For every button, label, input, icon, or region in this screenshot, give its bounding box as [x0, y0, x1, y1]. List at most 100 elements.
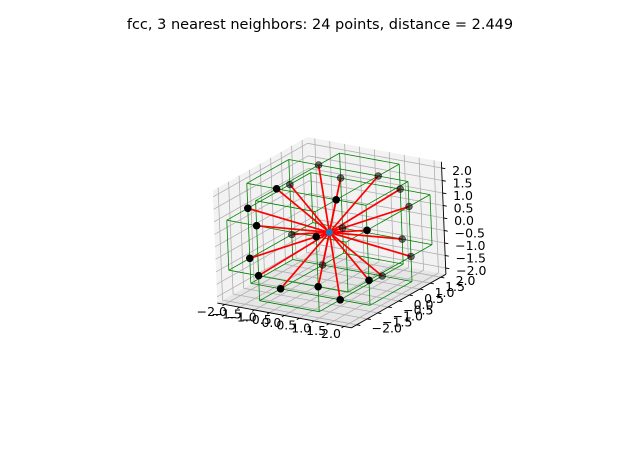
y-tick-mark [409, 294, 413, 297]
neighbor-line [276, 188, 330, 234]
neighbor-point [287, 230, 296, 239]
neighbor-point [276, 284, 285, 293]
z-tick-label: 0.0 [454, 213, 474, 228]
x-tick-label: −0.5 [241, 312, 271, 327]
z-tick-mark [443, 205, 447, 207]
cube-edge [228, 269, 349, 293]
cube-edge [259, 252, 344, 302]
y-tick-label: −2.0 [372, 321, 402, 336]
neighbor-line [329, 231, 412, 258]
cube-edge [246, 183, 252, 284]
z-tick-mark [441, 167, 446, 170]
neighbor-point [407, 252, 415, 261]
x-tick-mark [311, 320, 315, 323]
neighbor-point [246, 254, 254, 263]
neighbor-point [272, 185, 281, 193]
cube-edge [226, 172, 311, 221]
z-tick-mark [443, 217, 448, 220]
gridline [343, 272, 439, 327]
neighbor-line [328, 199, 338, 233]
cube-edge [292, 259, 413, 282]
z-tick-label: 1.0 [453, 188, 473, 203]
cube-edge [226, 219, 347, 243]
neighbor-point [336, 174, 345, 182]
z-tick-mark [444, 242, 449, 245]
z-axis-line [440, 161, 447, 275]
z-tick-mark [445, 267, 450, 270]
z-tick-mark [444, 230, 448, 232]
cube-edge [407, 181, 413, 282]
x-tick-mark [326, 323, 330, 326]
y-tick-mark [430, 282, 434, 285]
neighbor-line [329, 229, 368, 234]
z-tick-mark [442, 192, 447, 195]
neighbor-point [365, 276, 373, 285]
gridline [307, 142, 442, 169]
x-tick-label: −1.5 [212, 307, 242, 322]
cube-edge [345, 242, 349, 293]
y-tick-mark [419, 288, 424, 291]
y-tick-label: −1.0 [393, 309, 423, 324]
cube-edge [310, 172, 314, 223]
z-tick-label: −1.0 [455, 238, 485, 253]
cube-edge [365, 205, 371, 306]
neighbor-line [317, 164, 331, 233]
neighbor-point [312, 232, 321, 241]
y-tick-mark [388, 306, 392, 309]
z-tick-mark [445, 255, 449, 257]
z-tick-label: −2.0 [456, 263, 486, 278]
neighbor-line [279, 231, 331, 290]
neighbor-point [244, 204, 252, 213]
y-tick-mark [356, 324, 361, 326]
y-tick-label: −1.5 [382, 315, 412, 330]
neighbor-line [329, 231, 403, 240]
gridline [433, 160, 439, 273]
cube-edge [255, 200, 316, 213]
x-tick-mark [251, 309, 255, 312]
gridline [213, 155, 309, 210]
y-tick-label: 0.5 [424, 291, 444, 306]
cube-edge [345, 194, 431, 243]
neighbor-point [338, 224, 347, 232]
x-tick-mark [281, 315, 285, 318]
neighbor-line [256, 224, 330, 234]
y-tick-label: 2.0 [456, 273, 476, 288]
neighbor-point [252, 221, 261, 230]
cube-edge [398, 164, 404, 265]
neighbor-point [374, 172, 383, 180]
gridline [306, 252, 441, 278]
cube-edge [315, 163, 400, 213]
cube-edge [246, 159, 289, 184]
y-tick-mark [440, 276, 445, 279]
neighbor-point [332, 196, 341, 204]
x-tick-mark [341, 326, 345, 329]
z-tick-label: 0.5 [454, 200, 474, 215]
x-tick-label: −1.0 [226, 309, 256, 324]
z-tick-mark [442, 180, 446, 182]
neighbor-line [328, 231, 370, 281]
neighbor-point [398, 235, 407, 243]
neighbor-plot [244, 161, 415, 304]
x-tick-label: 0.5 [276, 318, 296, 333]
y-tick-label: 1.5 [445, 279, 465, 294]
gridline [296, 258, 431, 284]
x-tick-mark [266, 312, 270, 315]
axis-ticks: −2.0−2.0−2.0−1.5−1.5−1.5−1.0 −1.0−1.0−0.5… [197, 163, 487, 341]
cube-edge [310, 172, 431, 195]
gridline [308, 155, 443, 181]
x-tick-label: 2.0 [321, 326, 341, 341]
cube-edge [312, 222, 433, 245]
y-axis-line [351, 273, 447, 329]
neighbor-point [314, 161, 323, 169]
neighbor-line [289, 183, 331, 233]
y-tick-label: −0.5 [403, 303, 433, 318]
z-tick-label: 1.5 [453, 175, 473, 190]
x-tick-label: 1.5 [306, 323, 326, 338]
neighbor-point [285, 180, 294, 189]
y-tick-mark [367, 318, 371, 320]
z-tick-label: −1.5 [456, 250, 486, 265]
neighbor-point [314, 282, 323, 291]
y-tick-label: 1.0 [435, 285, 455, 300]
cube-edge [255, 200, 260, 301]
